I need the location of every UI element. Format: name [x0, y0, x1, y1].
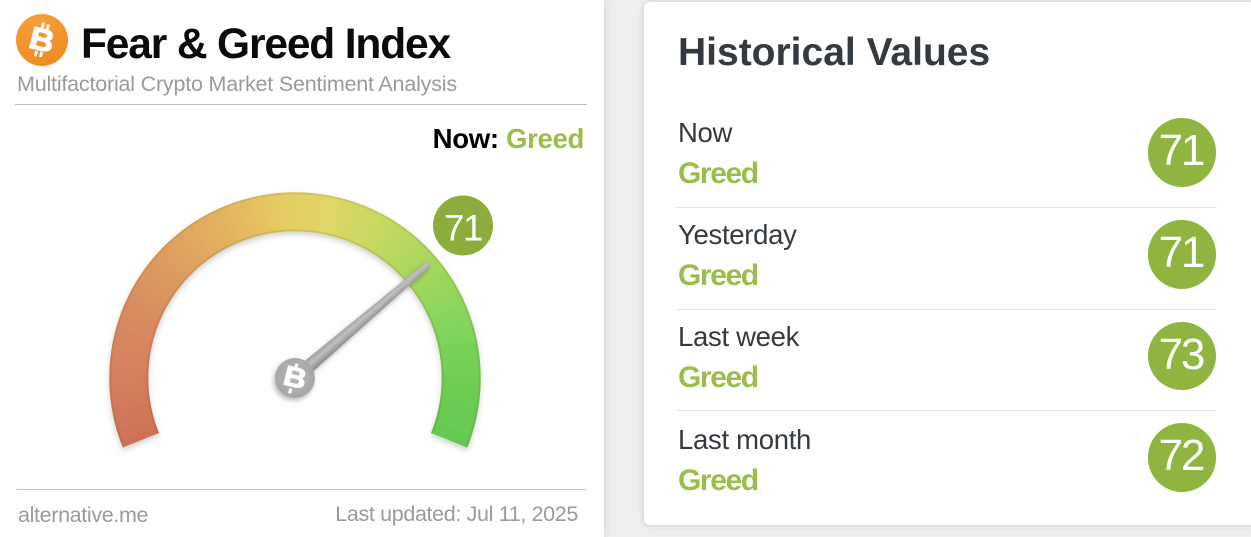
svg-text:71: 71	[444, 208, 482, 249]
